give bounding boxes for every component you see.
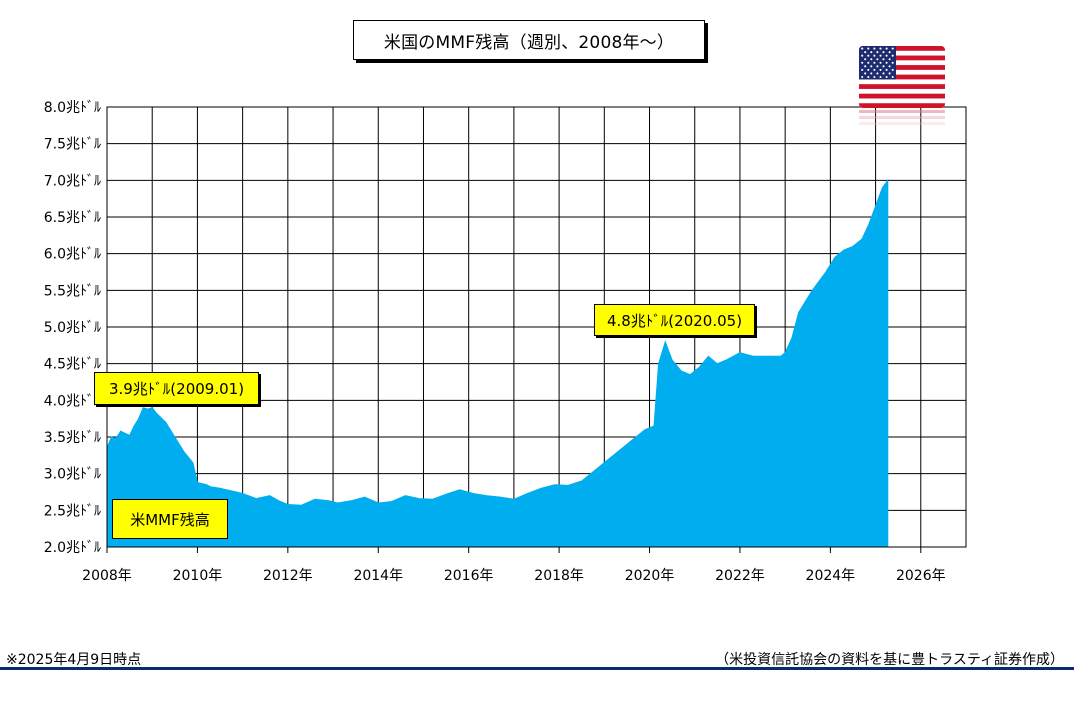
flag-star xyxy=(870,65,873,68)
x-tick-label: 2008年 xyxy=(82,568,132,584)
footer-source: （米投資信託協会の資料を基に豊トラスティ証券作成） xyxy=(715,652,1064,668)
flag-star xyxy=(861,61,864,64)
y-tick-label: 4.5兆ﾄﾞﾙ xyxy=(44,357,101,373)
flag-star xyxy=(876,51,879,54)
flag-star xyxy=(885,61,888,64)
flag-star xyxy=(879,68,882,71)
y-tick-label: 5.0兆ﾄﾞﾙ xyxy=(44,320,101,336)
y-tick-label: 3.0兆ﾄﾞﾙ xyxy=(44,467,101,483)
flag-star xyxy=(873,54,876,57)
x-tick-label: 2020年 xyxy=(625,568,675,584)
annotation-2009-peak: 3.9兆ﾄﾞﾙ(2009.01) xyxy=(94,372,259,405)
flag-star xyxy=(867,54,870,57)
flag-star xyxy=(876,58,879,61)
x-tick-labels: 2008年 2010年 2012年 2014年 2016年 2018年 2020年 2022年… xyxy=(82,568,945,584)
x-tick-label: 2014年 xyxy=(353,568,403,584)
chart-title: 米国のMMF残高（週別、2008年～） xyxy=(353,20,705,60)
flag-star xyxy=(873,47,876,50)
y-tick-label: 7.0兆ﾄﾞﾙ xyxy=(44,173,101,189)
flag-reflection xyxy=(859,110,945,130)
flag-star xyxy=(891,75,894,79)
flag-star xyxy=(861,54,864,57)
flag-star xyxy=(870,72,873,75)
x-tick-label: 2024年 xyxy=(806,568,856,584)
flag-star xyxy=(879,47,882,50)
flag-star xyxy=(873,75,876,79)
flag-star xyxy=(861,75,864,79)
flag-star xyxy=(891,61,894,64)
flag-star xyxy=(879,75,882,79)
flag-star xyxy=(885,47,888,50)
y-tick-label: 5.5兆ﾄﾞﾙ xyxy=(44,283,101,299)
flag-star xyxy=(879,61,882,64)
flag-star xyxy=(873,68,876,71)
flag-star xyxy=(891,54,894,57)
flag-star xyxy=(867,47,870,50)
y-tick-label: 8.0兆ﾄﾞﾙ xyxy=(44,100,101,116)
y-tick-label: 6.5兆ﾄﾞﾙ xyxy=(44,210,101,226)
flag-star xyxy=(867,61,870,64)
flag-star xyxy=(888,51,891,54)
x-tick-label: 2010年 xyxy=(173,568,223,584)
x-tick-label: 2026年 xyxy=(896,568,946,584)
flag-star xyxy=(864,58,867,61)
flag-star xyxy=(870,58,873,61)
plot-frame xyxy=(106,106,967,548)
flag-star xyxy=(864,65,867,68)
y-tick-labels: 2.0兆ﾄﾞﾙ 2.5兆ﾄﾞﾙ 3.0兆ﾄﾞﾙ 3.5兆ﾄﾞﾙ 4.0兆ﾄﾞﾙ 4.5兆ﾄ… xyxy=(44,100,101,556)
area-layer xyxy=(106,178,889,548)
flag-star xyxy=(861,68,864,71)
legend-series-label: 米MMF残高 xyxy=(112,499,228,539)
us-flag-icon xyxy=(859,46,945,108)
annotation-2020-peak: 4.8兆ﾄﾞﾙ(2020.05) xyxy=(594,304,755,336)
x-tick-label: 2012年 xyxy=(263,568,313,584)
y-tick-label: 6.0兆ﾄﾞﾙ xyxy=(44,247,101,263)
frame-layer xyxy=(106,106,967,553)
footer-note: ※2025年4月9日時点 xyxy=(6,652,142,668)
footer-rule xyxy=(0,667,1074,670)
flag-star xyxy=(867,75,870,79)
flag-star xyxy=(888,65,891,68)
y-tick-label: 7.5兆ﾄﾞﾙ xyxy=(44,137,101,153)
y-tick-label: 2.0兆ﾄﾞﾙ xyxy=(44,540,101,556)
flag-star xyxy=(873,61,876,64)
flag-star xyxy=(882,72,885,75)
x-tick-label: 2018年 xyxy=(534,568,584,584)
y-tick-label: 3.5兆ﾄﾞﾙ xyxy=(44,430,101,446)
flag-star xyxy=(885,54,888,57)
flag-star xyxy=(882,58,885,61)
y-tick-label: 4.0兆ﾄﾞﾙ xyxy=(44,393,101,409)
flag-star xyxy=(885,75,888,79)
series-area-mmf xyxy=(106,178,889,548)
flag-star xyxy=(870,51,873,54)
flag-star xyxy=(885,68,888,71)
flag-star xyxy=(864,51,867,54)
flag-star xyxy=(891,47,894,50)
flag-star xyxy=(882,51,885,54)
flag-star xyxy=(876,72,879,75)
flag-star xyxy=(888,58,891,61)
y-tick-label: 2.5兆ﾄﾞﾙ xyxy=(44,503,101,519)
x-tick-label: 2016年 xyxy=(444,568,494,584)
flag-star xyxy=(879,54,882,57)
flag-star xyxy=(891,68,894,71)
flag-star xyxy=(864,72,867,75)
x-tick-label: 2022年 xyxy=(715,568,765,584)
flag-star xyxy=(888,72,891,75)
flag-star xyxy=(876,65,879,68)
flag-star xyxy=(861,47,864,50)
flag-star xyxy=(867,68,870,71)
flag-star xyxy=(882,65,885,68)
